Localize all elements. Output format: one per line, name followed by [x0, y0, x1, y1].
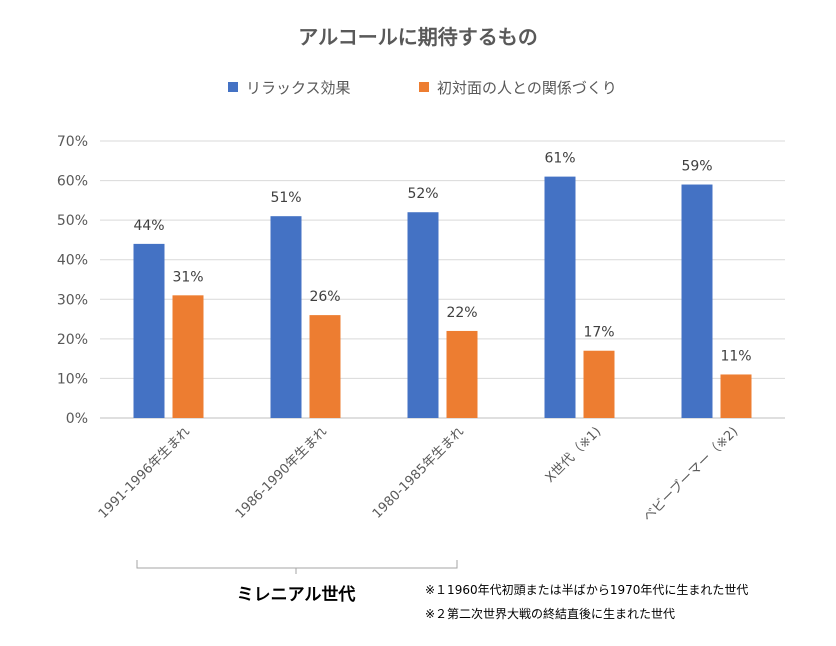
y-tick-label: 20% [57, 332, 88, 348]
bar-firstmeet [172, 295, 204, 418]
millennial-group-label: ミレニアル世代 [237, 584, 356, 605]
legend: リラックス効果 初対面の人との関係づくり [228, 79, 617, 97]
y-tick-label: 50% [57, 213, 88, 229]
category-label: 1980-1985年生まれ [370, 424, 467, 521]
y-tick-label: 10% [57, 371, 88, 387]
data-labels: 44% 31% 51% 26% 52% 22% 61% 17% 59% 11% [133, 151, 751, 365]
legend-swatch-firstmeet [419, 82, 429, 92]
bar-relax [133, 243, 165, 418]
y-axis-ticks: 0% 10% 20% 30% 40% 50% 60% 70% [57, 134, 88, 427]
y-tick-label: 30% [57, 292, 88, 308]
y-tick-label: 40% [57, 253, 88, 269]
data-label: 17% [583, 325, 614, 341]
chart-title: アルコールに期待するもの [298, 25, 537, 49]
gridlines [100, 140, 785, 419]
legend-swatch-relax [228, 82, 238, 92]
data-label: 59% [681, 159, 712, 175]
category-label: 1986-1990年生まれ [233, 424, 330, 521]
data-label: 11% [720, 348, 751, 364]
legend-label-relax: リラックス効果 [246, 79, 351, 97]
category-label: 1991-1996年生まれ [96, 424, 193, 521]
bar-relax [270, 216, 302, 418]
y-tick-label: 0% [66, 411, 88, 427]
bar-firstmeet [446, 330, 478, 418]
bar-firstmeet [583, 350, 615, 418]
bar-relax [681, 184, 713, 418]
data-label: 52% [407, 186, 438, 202]
millennial-bracket [136, 560, 458, 574]
bar-firstmeet [309, 315, 341, 418]
data-label: 44% [133, 218, 164, 234]
y-tick-label: 70% [57, 134, 88, 150]
footnote-1: ※１1960年代初頭または半ばから1970年代に生まれた世代 [425, 583, 748, 597]
data-label: 31% [172, 269, 203, 285]
category-label: X世代（※1) [543, 424, 605, 486]
data-label: 26% [309, 289, 340, 305]
bars [133, 176, 752, 418]
footnote-2: ※２第二次世界大戦の終結直後に生まれた世代 [425, 606, 675, 621]
data-label: 61% [544, 151, 575, 167]
category-labels: 1991-1996年生まれ 1986-1990年生まれ 1980-1985年生まれ X… [96, 424, 741, 525]
data-label: 22% [446, 305, 477, 321]
y-tick-label: 60% [57, 174, 88, 190]
legend-label-firstmeet: 初対面の人との関係づくり [437, 79, 617, 97]
data-label: 51% [270, 190, 301, 206]
bar-firstmeet [720, 374, 752, 418]
category-label: ベビーブーマー（※2) [640, 424, 741, 525]
bar-relax [544, 176, 576, 418]
bar-relax [407, 212, 439, 418]
